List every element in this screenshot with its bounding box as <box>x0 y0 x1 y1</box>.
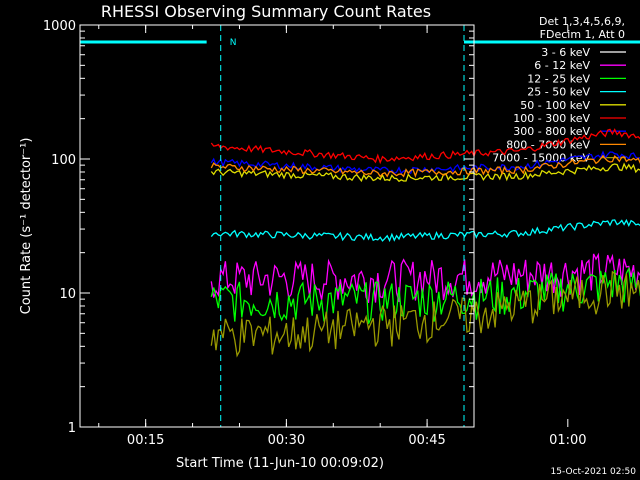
series-line <box>210 270 640 358</box>
legend-label: 50 - 100 keV <box>520 99 590 112</box>
legend-label: 3 - 6 keV <box>541 46 590 59</box>
legend-label: 800 - 7000 keV <box>506 138 590 151</box>
legend-label: 12 - 25 keV <box>527 72 590 85</box>
legend-label: 300 - 800 keV <box>513 125 590 138</box>
x-tick-label: 00:45 <box>408 433 445 448</box>
series-line <box>210 252 640 304</box>
plot-frame <box>79 24 475 428</box>
series-line <box>210 266 640 325</box>
series-line <box>210 154 640 178</box>
y-axis-label: Count Rate (s⁻¹ detector⁻¹) <box>19 138 34 315</box>
x-tick-label: 00:30 <box>268 433 305 448</box>
y-tick-label: 1000 <box>43 19 76 34</box>
series-line <box>210 162 640 183</box>
y-tick-label: 10 <box>59 287 76 302</box>
legend-label: 25 - 50 keV <box>527 86 590 99</box>
legend-header-line: FDecim 1, Att 0 <box>540 28 625 41</box>
x-axis-label: Start Time (11-Jun-10 00:09:02) <box>176 456 384 471</box>
legend-label: 100 - 300 keV <box>513 112 590 125</box>
legend-label: 6 - 12 keV <box>534 59 590 72</box>
y-tick-label: 1 <box>68 421 76 436</box>
legend-label: 7000 - 15000 keV <box>492 152 590 165</box>
series-line <box>210 324 640 409</box>
legend-header: Det 1,3,4,5,6,9, FDecim 1, Att 0 <box>539 15 625 41</box>
timestamp: 15-Oct-2021 02:50 <box>551 467 637 477</box>
y-axis: 1 10 100 1000 <box>43 19 474 436</box>
guides: N <box>80 25 640 427</box>
series-line <box>210 218 640 243</box>
series-line <box>210 150 640 175</box>
x-tick-label: 01:00 <box>549 433 586 448</box>
x-tick-label: 00:15 <box>127 433 164 448</box>
night-marker-label: N <box>230 38 237 48</box>
series-line <box>210 128 640 165</box>
y-tick-label: 100 <box>51 153 76 168</box>
chart-title: RHESSI Observing Summary Count Rates <box>101 2 431 21</box>
legend-header-line: Det 1,3,4,5,6,9, <box>539 15 625 28</box>
series-layer <box>210 128 640 409</box>
